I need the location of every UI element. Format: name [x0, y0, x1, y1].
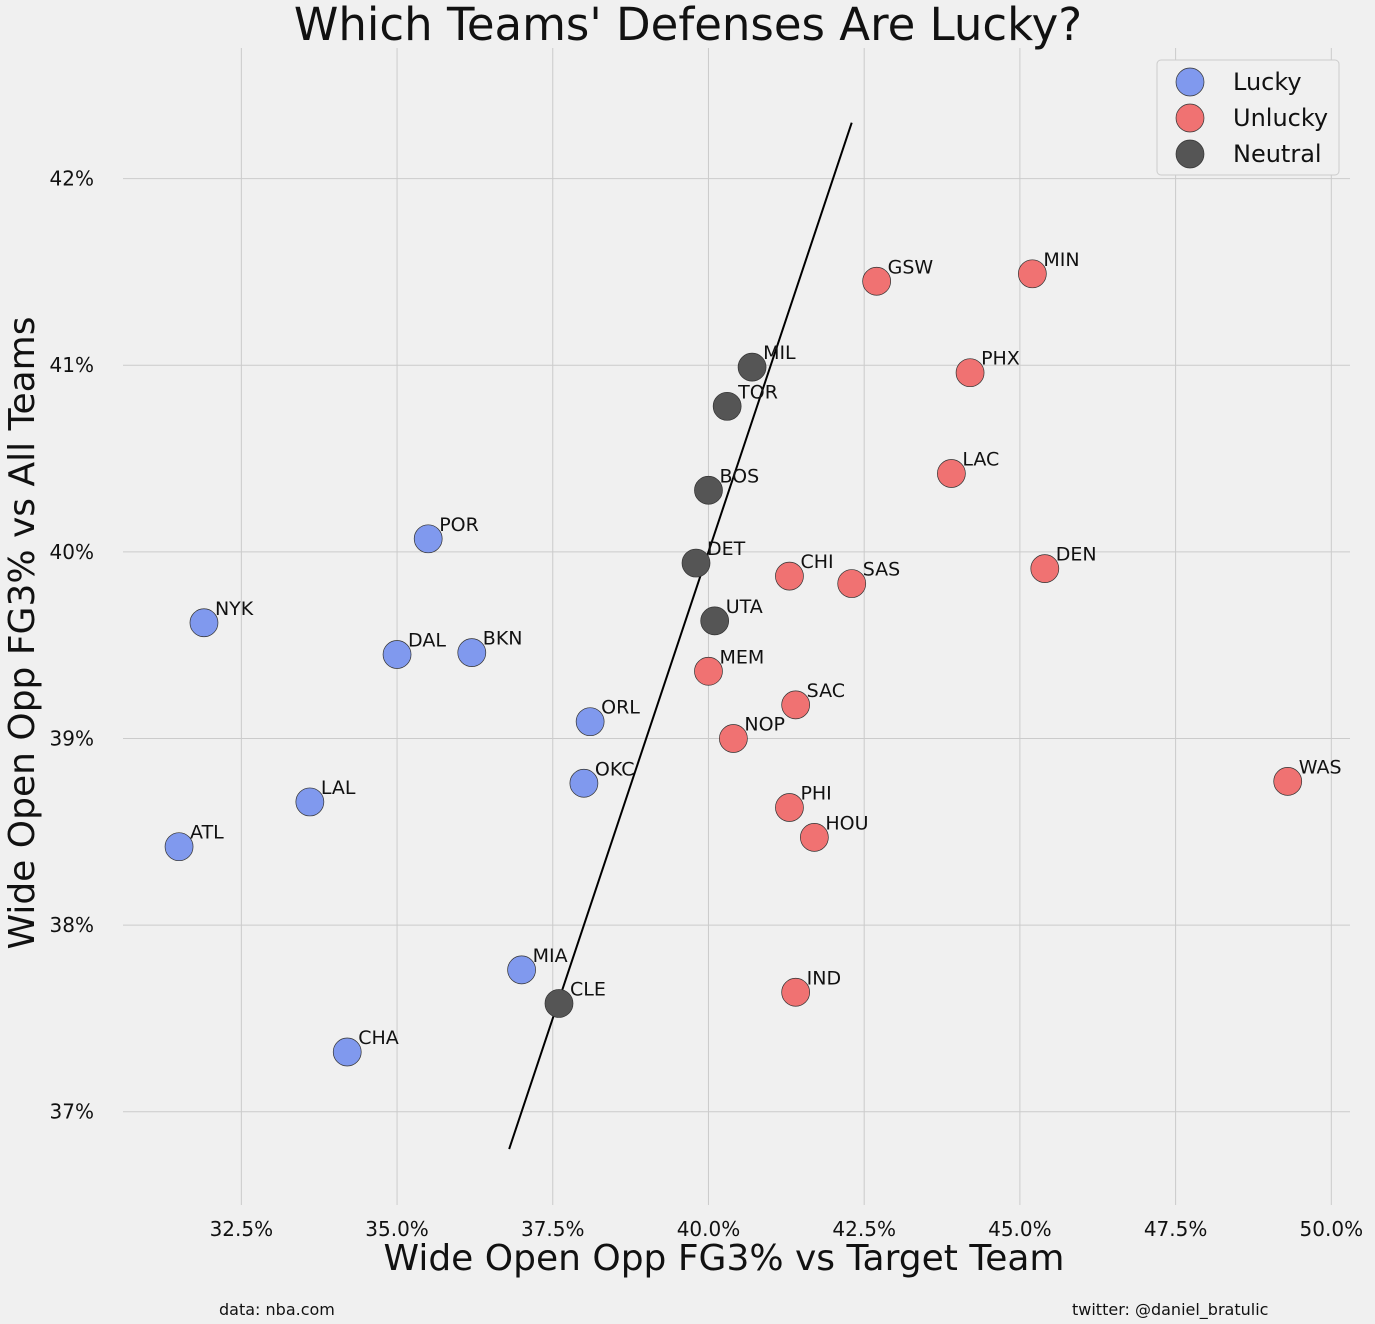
- data-point-lac: [937, 459, 966, 488]
- point-label-okc: OKC: [595, 758, 635, 780]
- data-point-phi: [775, 793, 804, 822]
- point-label-gsw: GSW: [888, 256, 934, 278]
- data-point-uta: [700, 606, 730, 636]
- data-point-was: [1273, 767, 1303, 796]
- data-point-orl: [575, 707, 605, 737]
- point-label-dal: DAL: [408, 629, 446, 651]
- x-tick-label: 32.5%: [210, 1217, 274, 1241]
- data-point-mia: [507, 955, 536, 985]
- y-tick-labels: 37% 38% 39% 40% 41% 42%: [50, 167, 94, 1124]
- y-tick-label: 40%: [50, 540, 94, 564]
- point-label-was: WAS: [1299, 756, 1342, 778]
- chart-title: Which Teams' Defenses Are Lucky?: [294, 0, 1082, 51]
- point-label-chi: CHI: [800, 551, 833, 573]
- data-source-note: data: nba.com: [219, 1300, 335, 1319]
- data-points: POR NYK DAL BKN ORL OKC LAL ATL MIA CHA GSW MIN PHX L…: [164, 249, 1342, 1067]
- data-point-dal: [382, 640, 412, 669]
- data-point-tor: [712, 391, 742, 421]
- point-label-ind: IND: [807, 967, 841, 989]
- x-tick-label: 37.5%: [521, 1217, 585, 1241]
- point-label-phx: PHX: [981, 348, 1020, 370]
- x-tick-label: 45.0%: [988, 1217, 1052, 1241]
- legend-label-neutral: Neutral: [1233, 140, 1322, 168]
- data-point-chi: [775, 561, 804, 591]
- y-axis-label: Wide Open Opp FG3% vs All Teams: [2, 317, 43, 950]
- point-label-mil: MIL: [763, 342, 796, 364]
- diagonal-reference-line: [508, 122, 853, 1150]
- point-label-mia: MIA: [533, 945, 568, 967]
- y-tick-label: 39%: [50, 726, 94, 750]
- x-tick-label: 47.5%: [1144, 1217, 1208, 1241]
- grid-lines: [123, 48, 1350, 1205]
- data-point-mem: [694, 656, 723, 686]
- point-label-uta: UTA: [726, 596, 763, 618]
- point-label-lal: LAL: [321, 777, 356, 799]
- x-tick-label: 40.0%: [677, 1217, 741, 1241]
- point-label-mem: MEM: [719, 646, 764, 668]
- data-point-cle: [544, 989, 574, 1018]
- point-label-sac: SAC: [807, 680, 845, 702]
- point-label-det: DET: [707, 538, 746, 560]
- y-tick-label: 37%: [50, 1100, 94, 1124]
- author-credit: twitter: @daniel_bratulic: [1072, 1300, 1269, 1319]
- data-point-nyk: [189, 608, 219, 638]
- x-tick-labels: 32.5% 35.0% 37.5% 40.0% 42.5% 45.0% 47.5% 50.0%: [210, 1217, 1364, 1241]
- point-label-atl: ATL: [190, 822, 224, 844]
- data-point-sas: [837, 569, 867, 598]
- point-label-tor: TOR: [737, 381, 778, 403]
- reference-line-group: [508, 122, 853, 1150]
- legend-label-unlucky: Unlucky: [1233, 104, 1328, 132]
- legend: Lucky Unlucky Neutral: [1156, 59, 1340, 176]
- y-tick-label: 41%: [50, 353, 94, 377]
- legend-marker-unlucky: [1175, 103, 1205, 133]
- point-label-bkn: BKN: [483, 628, 523, 650]
- point-label-nop: NOP: [744, 713, 785, 735]
- x-tick-label: 35.0%: [365, 1217, 429, 1241]
- point-label-hou: HOU: [825, 812, 868, 834]
- point-label-min: MIN: [1043, 249, 1079, 271]
- legend-label-lucky: Lucky: [1233, 68, 1302, 96]
- data-point-por: [413, 524, 443, 554]
- data-point-cha: [332, 1037, 362, 1067]
- data-point-bos: [694, 475, 723, 505]
- point-label-den: DEN: [1056, 544, 1097, 566]
- point-label-sas: SAS: [863, 559, 900, 581]
- data-point-nop: [719, 724, 748, 753]
- data-point-min: [1018, 259, 1047, 289]
- data-point-gsw: [862, 266, 891, 296]
- point-label-bos: BOS: [719, 465, 759, 487]
- point-label-cle: CLE: [570, 978, 606, 1000]
- data-point-ind: [781, 977, 811, 1007]
- x-axis-label: Wide Open Opp FG3% vs Target Team: [384, 1238, 1065, 1279]
- legend-marker-lucky: [1175, 67, 1205, 97]
- y-tick-label: 42%: [50, 167, 94, 191]
- data-point-hou: [800, 823, 829, 852]
- point-label-nyk: NYK: [215, 598, 254, 620]
- point-label-cha: CHA: [358, 1027, 399, 1049]
- data-point-mil: [737, 352, 767, 382]
- data-point-atl: [164, 832, 194, 862]
- x-tick-label: 42.5%: [832, 1217, 896, 1241]
- data-point-det: [681, 548, 711, 578]
- x-tick-label: 50.0%: [1300, 1217, 1364, 1241]
- point-label-phi: PHI: [800, 783, 831, 805]
- point-label-lac: LAC: [962, 448, 999, 470]
- data-point-sac: [781, 690, 811, 720]
- data-point-bkn: [457, 638, 487, 667]
- data-point-phx: [955, 358, 985, 388]
- legend-marker-neutral: [1175, 139, 1205, 169]
- y-tick-label: 38%: [50, 913, 94, 937]
- data-point-okc: [569, 768, 599, 798]
- data-point-lal: [295, 787, 325, 817]
- point-label-orl: ORL: [601, 697, 640, 719]
- data-point-den: [1030, 554, 1060, 584]
- point-label-por: POR: [439, 514, 479, 536]
